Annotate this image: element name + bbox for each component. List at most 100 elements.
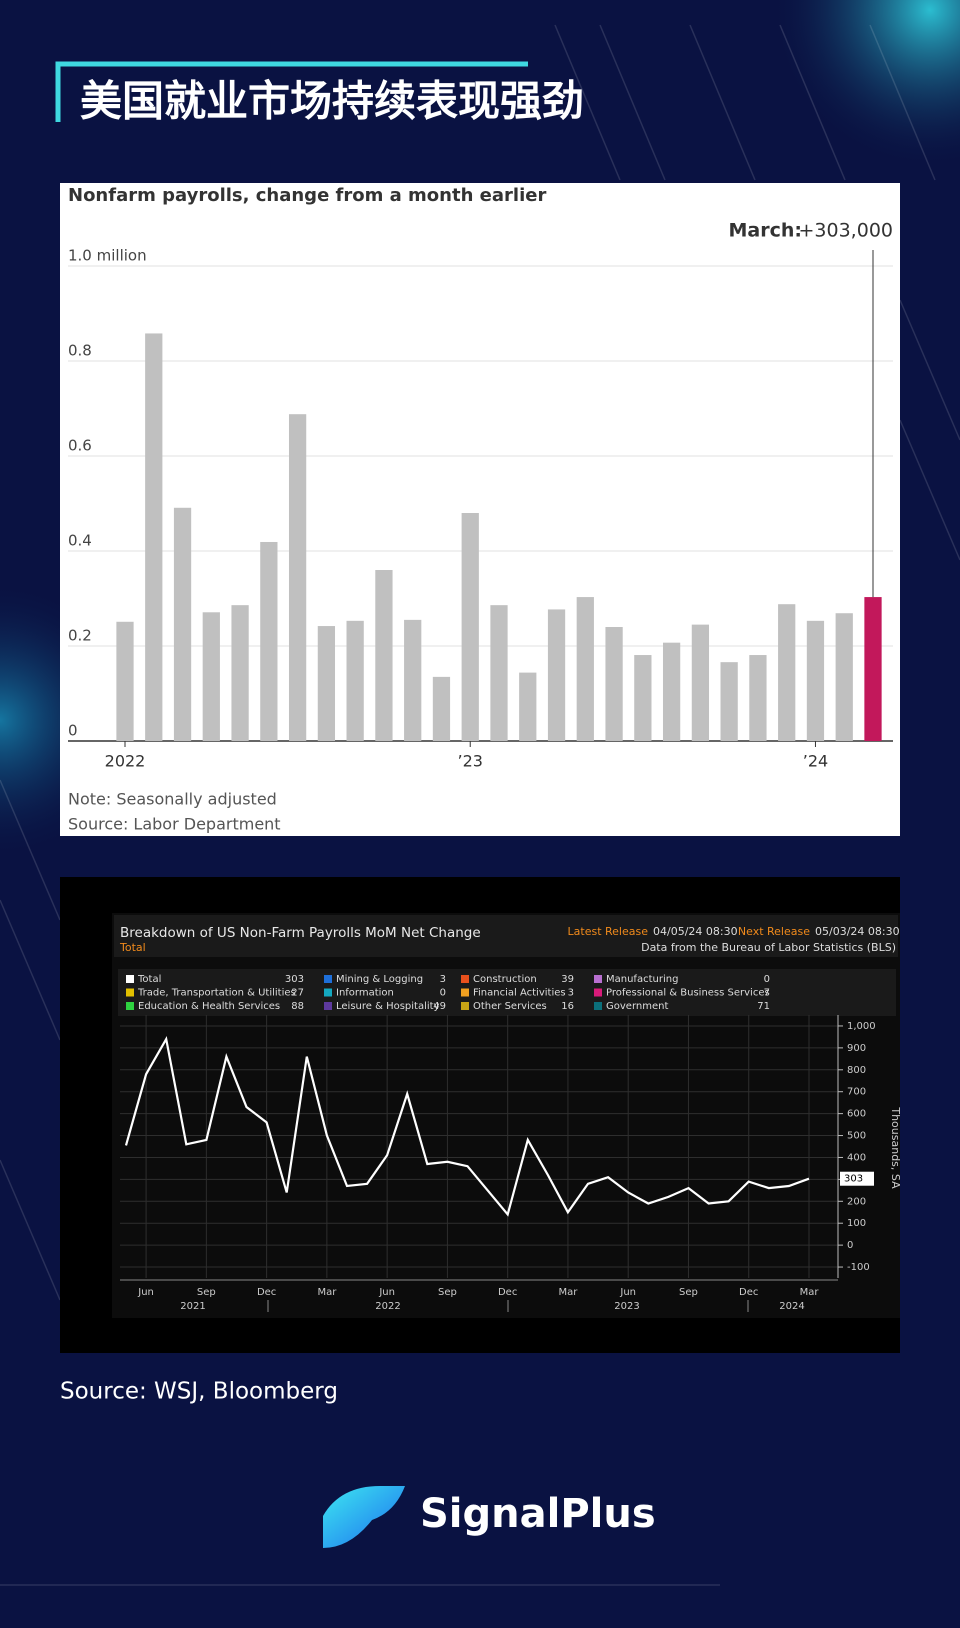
x-tick-label: Dec bbox=[739, 1287, 758, 1298]
bar bbox=[605, 627, 623, 741]
x-tick-label: ’23 bbox=[458, 752, 483, 771]
legend-swatch bbox=[324, 988, 332, 997]
legend-label: Trade, Transportation & Utilities bbox=[137, 988, 296, 999]
bar bbox=[260, 541, 278, 741]
y-tick-label: 100 bbox=[847, 1218, 866, 1229]
bar bbox=[432, 676, 451, 741]
legend-label: Education & Health Services bbox=[138, 1001, 280, 1012]
bar bbox=[519, 672, 537, 741]
y-tick-label: 800 bbox=[847, 1065, 866, 1076]
bar bbox=[173, 507, 192, 741]
header-accent bbox=[55, 61, 528, 122]
chart-title: Breakdown of US Non-Farm Payrolls MoM Ne… bbox=[120, 925, 481, 941]
y-tick-label: 0 bbox=[847, 1240, 853, 1251]
y-tick-label: 700 bbox=[847, 1087, 866, 1098]
legend-value: 0 bbox=[764, 974, 770, 985]
y-tick-label: 1,000 bbox=[847, 1021, 876, 1032]
legend-swatch bbox=[126, 975, 134, 983]
bar bbox=[576, 597, 594, 741]
annotation-label: March: bbox=[729, 220, 803, 242]
x-tick-label: Mar bbox=[559, 1287, 579, 1298]
value-tag-label: 303 bbox=[844, 1174, 863, 1185]
bar bbox=[634, 655, 652, 741]
bar bbox=[662, 642, 681, 741]
release-date: 05/03/24 08:30 bbox=[815, 925, 900, 938]
legend-swatch bbox=[126, 988, 134, 997]
legend-value: 303 bbox=[285, 974, 304, 985]
bar bbox=[835, 613, 853, 741]
y-tick-label: 200 bbox=[847, 1196, 866, 1207]
x-tick-label: Jun bbox=[378, 1287, 395, 1298]
y-tick-label: 0.2 bbox=[68, 627, 92, 645]
x-tick-label: Dec bbox=[498, 1287, 517, 1298]
bar bbox=[490, 605, 508, 741]
bar bbox=[346, 620, 364, 741]
legend-label: Professional & Business Services bbox=[606, 988, 770, 999]
x-tick-label: Mar bbox=[317, 1287, 337, 1298]
y-tick-label: 1.0 million bbox=[68, 247, 147, 265]
page-title: 美国就业市场持续表现强劲 bbox=[80, 77, 584, 126]
x-tick-label: Sep bbox=[438, 1287, 457, 1298]
bar bbox=[231, 605, 249, 741]
legend-label: Manufacturing bbox=[606, 974, 678, 985]
bar bbox=[806, 620, 825, 741]
legend-label: Mining & Logging bbox=[336, 974, 423, 985]
legend-value: 88 bbox=[291, 1001, 304, 1012]
legend-value: 3 bbox=[568, 988, 574, 999]
bar bbox=[864, 597, 882, 741]
legend-label: Leisure & Hospitality bbox=[336, 1001, 440, 1012]
legend-value: 7 bbox=[764, 988, 770, 999]
logo-mark bbox=[323, 1486, 405, 1548]
bar bbox=[404, 619, 422, 741]
year-label: 2022 bbox=[375, 1301, 400, 1312]
footer-source: Source: WSJ, Bloomberg bbox=[60, 1379, 338, 1405]
bar bbox=[317, 626, 336, 741]
legend-label: Government bbox=[606, 1001, 668, 1012]
x-tick-label: ’24 bbox=[803, 752, 828, 771]
x-tick-label: Jun bbox=[619, 1287, 636, 1298]
y-tick-label: 900 bbox=[847, 1043, 866, 1054]
legend-swatch bbox=[324, 1002, 332, 1010]
legend-label: Total bbox=[137, 974, 161, 985]
year-label: 2021 bbox=[180, 1301, 205, 1312]
legend-swatch bbox=[594, 988, 602, 997]
release-date: 04/05/24 08:30 bbox=[653, 925, 738, 938]
total-line bbox=[124, 1035, 810, 1217]
y-tick-label: 0.8 bbox=[68, 342, 92, 360]
release-label: Latest Release bbox=[568, 925, 649, 938]
x-tick-label: Sep bbox=[197, 1287, 216, 1298]
y-tick-label: 500 bbox=[847, 1131, 866, 1142]
bar bbox=[288, 414, 307, 741]
chart-title: Nonfarm payrolls, change from a month ea… bbox=[68, 185, 546, 206]
legend-value: 16 bbox=[561, 1001, 574, 1012]
x-tick-label: Sep bbox=[679, 1287, 698, 1298]
year-label: 2024 bbox=[779, 1301, 804, 1312]
legend-value: 39 bbox=[561, 974, 574, 985]
legend-value: 3 bbox=[440, 974, 446, 985]
legend-swatch bbox=[126, 1002, 134, 1010]
bar bbox=[202, 612, 220, 741]
legend-swatch bbox=[594, 975, 602, 983]
legend-swatch bbox=[594, 1002, 602, 1010]
legend-label: Other Services bbox=[473, 1001, 547, 1012]
legend-value: 27 bbox=[291, 988, 304, 999]
note: Note: Seasonally adjusted bbox=[68, 790, 277, 809]
x-tick-label: Jun bbox=[137, 1287, 154, 1298]
y-tick-label: 0.4 bbox=[68, 532, 92, 550]
decor-lines bbox=[0, 24, 960, 1586]
y-tick-label: 0.6 bbox=[68, 437, 92, 455]
brand: SignalPlus bbox=[420, 1491, 656, 1537]
bar bbox=[778, 604, 796, 741]
y-tick-label: 0 bbox=[68, 722, 78, 740]
bar bbox=[375, 570, 393, 741]
bar bbox=[720, 662, 738, 741]
x-tick-label: 2022 bbox=[105, 752, 146, 771]
y-tick-label: 600 bbox=[847, 1109, 866, 1120]
legend-label: Financial Activities bbox=[473, 988, 566, 999]
year-label: 2023 bbox=[614, 1301, 639, 1312]
bar bbox=[461, 513, 479, 741]
y-tick-label: -100 bbox=[847, 1262, 870, 1273]
x-tick-label: Mar bbox=[800, 1287, 820, 1298]
